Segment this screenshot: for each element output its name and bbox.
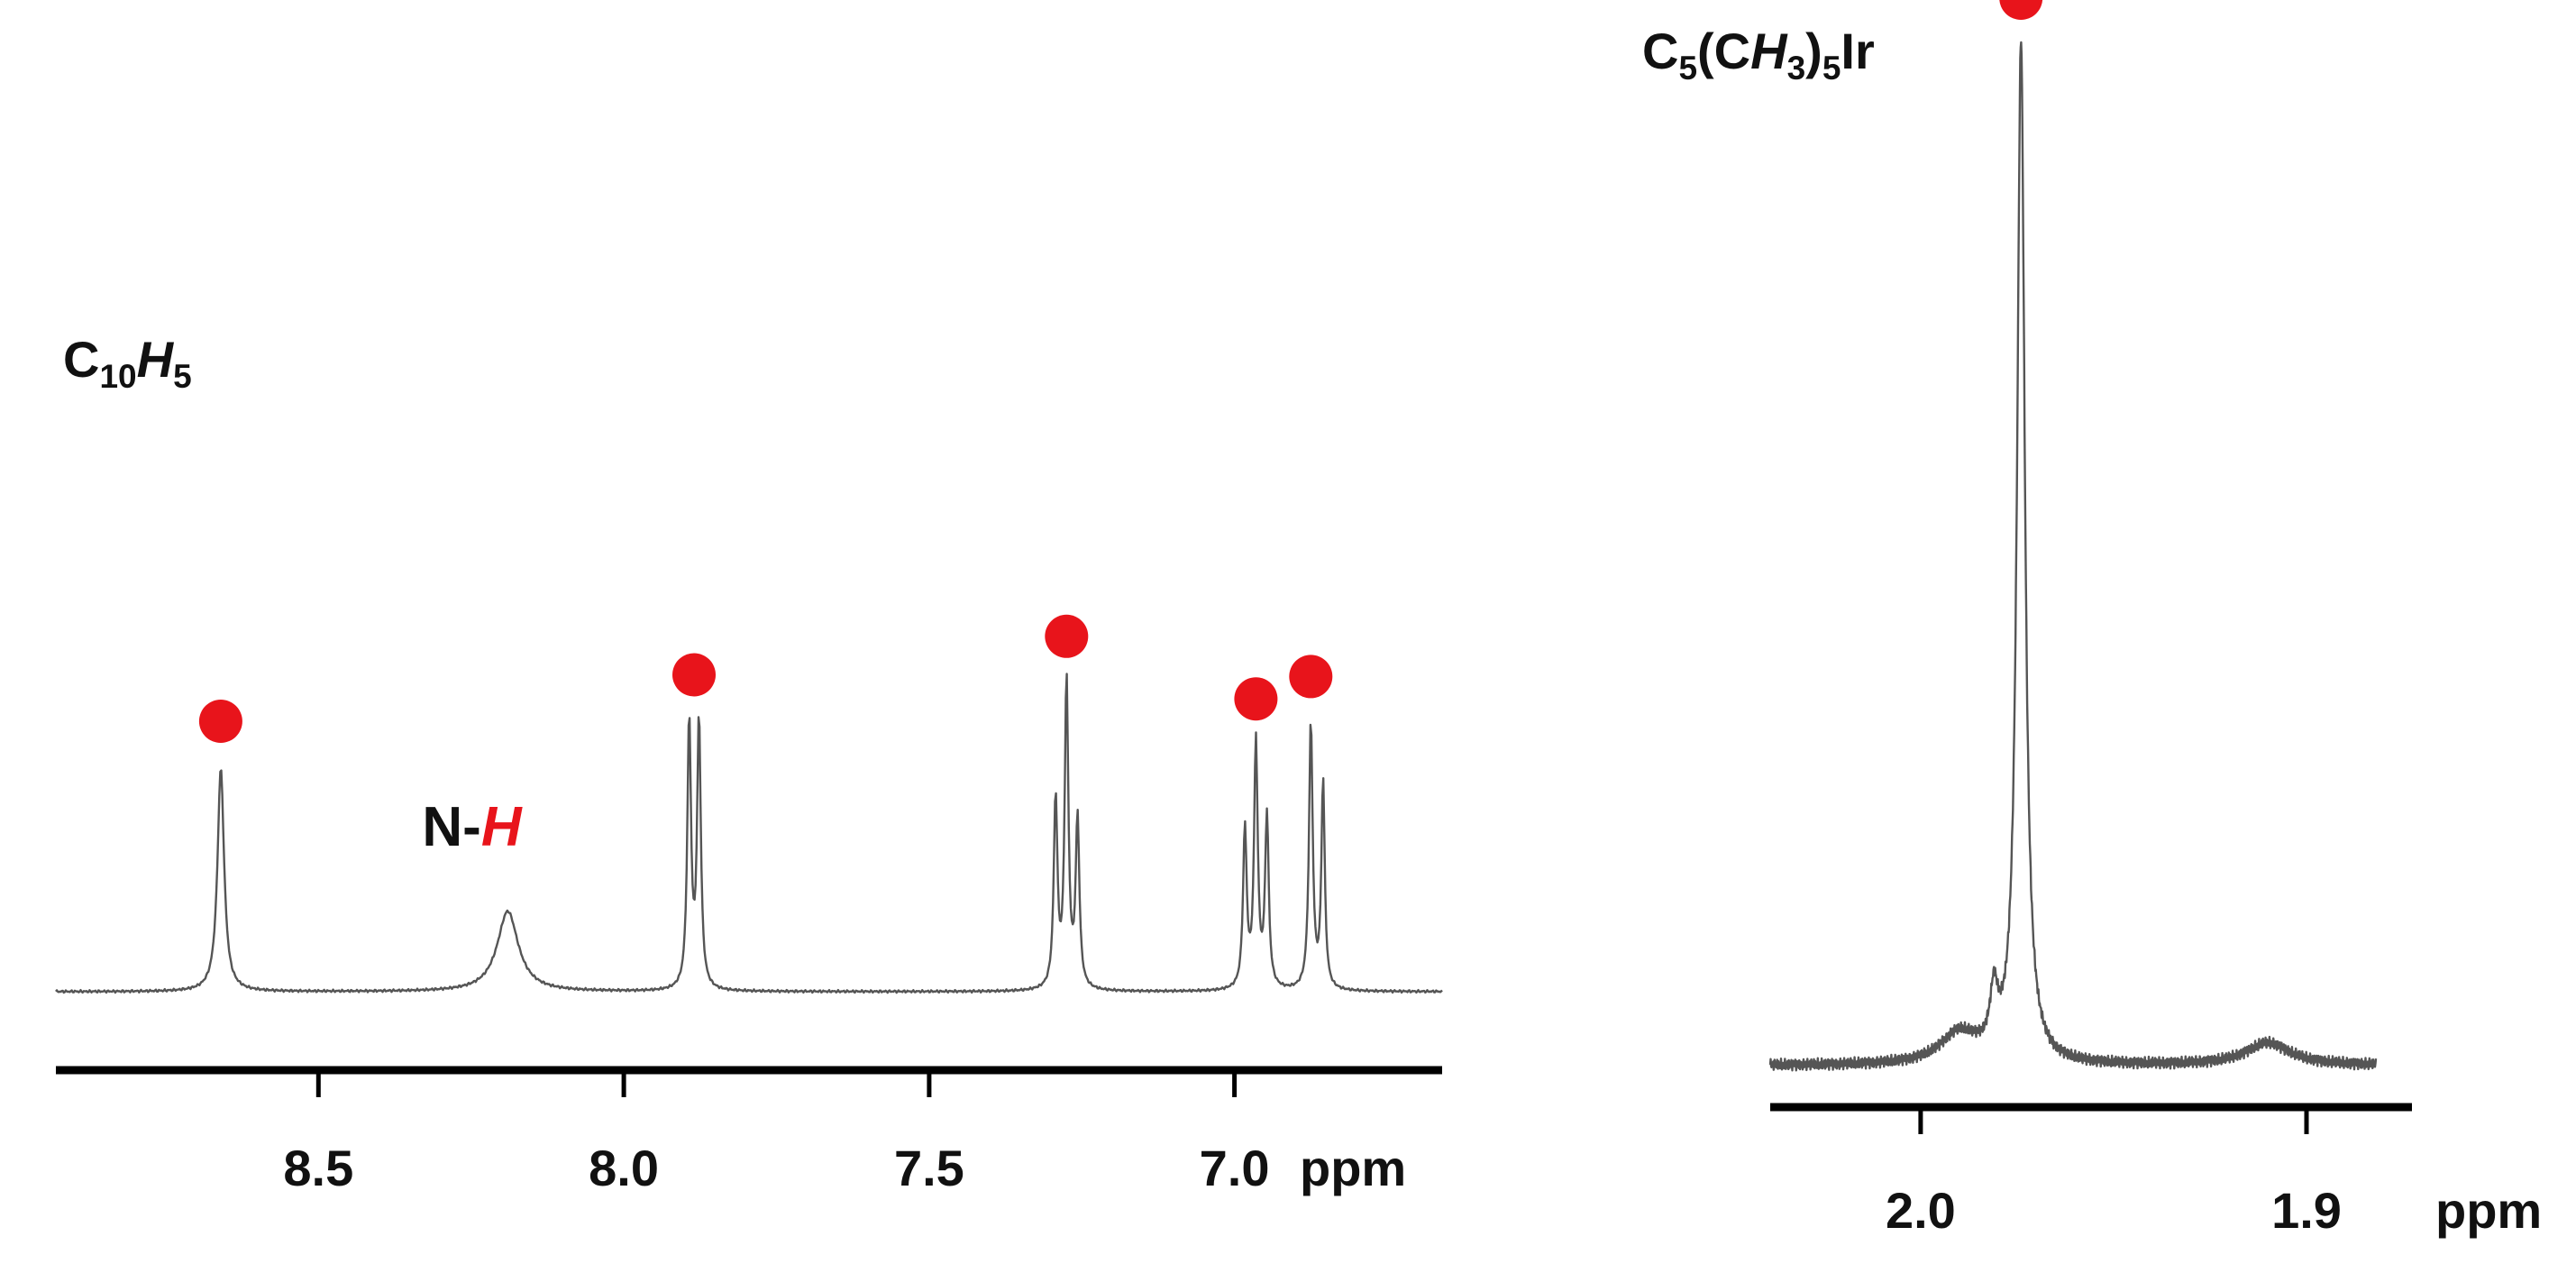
- spectrum-trace-aromatic: [55, 673, 1443, 994]
- x-ticks-aromatic: 8.5 8.0 7.5 7.0: [283, 1070, 1270, 1196]
- x-unit-label-methyl: ppm: [2435, 1182, 2542, 1239]
- panel-label-aromatic: C10H5: [63, 331, 192, 395]
- peak-marker-dot: [1234, 677, 1278, 721]
- x-unit-label-aromatic: ppm: [1300, 1140, 1406, 1196]
- peak-markers-methyl: [1999, 0, 2043, 20]
- peak-marker-dot: [1045, 614, 1089, 658]
- x-tick-label: 8.0: [589, 1140, 659, 1196]
- panel-label-methyl: C5(CH3)5Ir: [1642, 23, 1875, 87]
- peak-markers-aromatic: [198, 614, 1333, 743]
- peak-marker-dot: [1999, 0, 2043, 20]
- x-tick-label: 7.0: [1200, 1140, 1270, 1196]
- methyl-region-spectrum: C5(CH3)5Ir 2.0 1.9 ppm: [1642, 0, 2542, 1239]
- nh-peak-label: N-H: [422, 796, 522, 858]
- x-tick-label: 7.5: [894, 1140, 964, 1196]
- peak-marker-dot: [672, 653, 716, 697]
- x-ticks-methyl: 2.0 1.9: [1886, 1107, 2342, 1239]
- x-tick-label: 1.9: [2271, 1182, 2342, 1239]
- x-tick-label: 2.0: [1886, 1182, 1956, 1239]
- aromatic-region-spectrum: C10H5 N-H 8.5 8.0 7.5 7.0 ppm: [55, 331, 1443, 1196]
- peak-marker-dot: [198, 700, 242, 743]
- x-tick-label: 8.5: [283, 1140, 353, 1196]
- spectrum-trace-methyl: [1768, 41, 2378, 1072]
- peak-marker-dot: [1289, 655, 1333, 699]
